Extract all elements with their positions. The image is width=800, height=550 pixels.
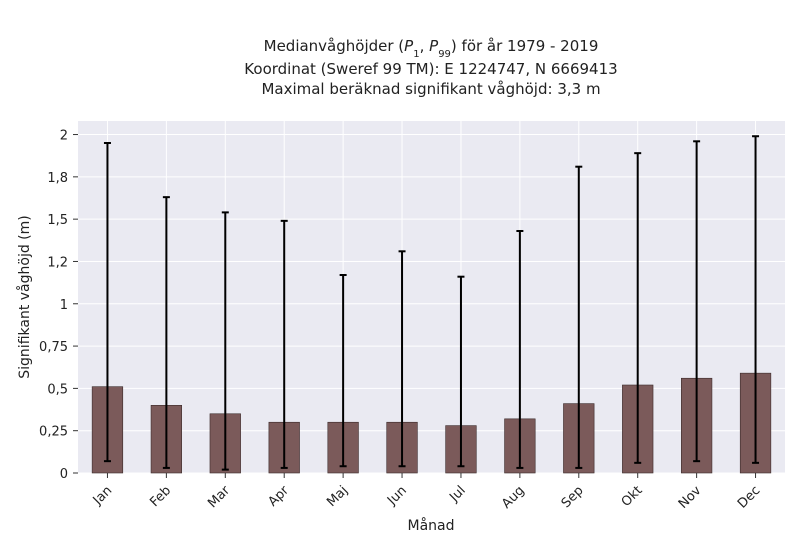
x-tick-label: Apr — [266, 483, 293, 510]
x-tick-label: Jul — [446, 483, 468, 505]
x-tick-label: Feb — [147, 483, 174, 510]
chart-title-line-2: Koordinat (Sweref 99 TM): E 1224747, N 6… — [244, 60, 617, 78]
chart-title-line-3: Maximal beräknad signifikant våghöjd: 3,… — [261, 80, 600, 98]
x-axis-label: Månad — [408, 517, 455, 534]
chart-title-line-1: Medianvåghöjder (P1, P99) för år 1979 - … — [264, 37, 599, 60]
error-bars — [103, 135, 760, 471]
y-gridlines — [78, 134, 785, 474]
x-tick-label: Jun — [384, 483, 410, 509]
y-tick-label: 2 — [60, 129, 68, 144]
x-tick-labels: Jan Feb Mar Apr Maj Jun Jul Aug Sep Okt Nov Dec — [90, 473, 763, 512]
y-tick-label: 0,75 — [39, 340, 68, 355]
x-tick-label: Mar — [205, 483, 233, 511]
x-tick-label: Maj — [324, 483, 351, 510]
y-axis-label: Signifikant våghöjd (m) — [16, 215, 33, 378]
y-tick-label: 1,2 — [47, 255, 68, 270]
y-tick-label: 0,25 — [39, 425, 68, 440]
x-tick-label: Sep — [559, 483, 587, 511]
y-tick-label: 1,5 — [47, 213, 68, 228]
x-tick-label: Nov — [676, 483, 705, 512]
x-tick-label: Dec — [735, 483, 763, 511]
y-tick-label: 1 — [60, 298, 68, 313]
x-tick-label: Okt — [619, 483, 646, 510]
plot-area — [78, 121, 785, 473]
x-tick-label: Jan — [90, 483, 115, 508]
y-tick-label: 1,8 — [47, 171, 68, 186]
y-tick-labels: 0 0,25 0,5 0,75 1 1,2 1,5 1,8 2 — [39, 129, 78, 482]
x-tick-label: Aug — [499, 483, 528, 512]
y-tick-label: 0,5 — [47, 382, 68, 397]
y-tick-label: 0 — [60, 467, 68, 482]
